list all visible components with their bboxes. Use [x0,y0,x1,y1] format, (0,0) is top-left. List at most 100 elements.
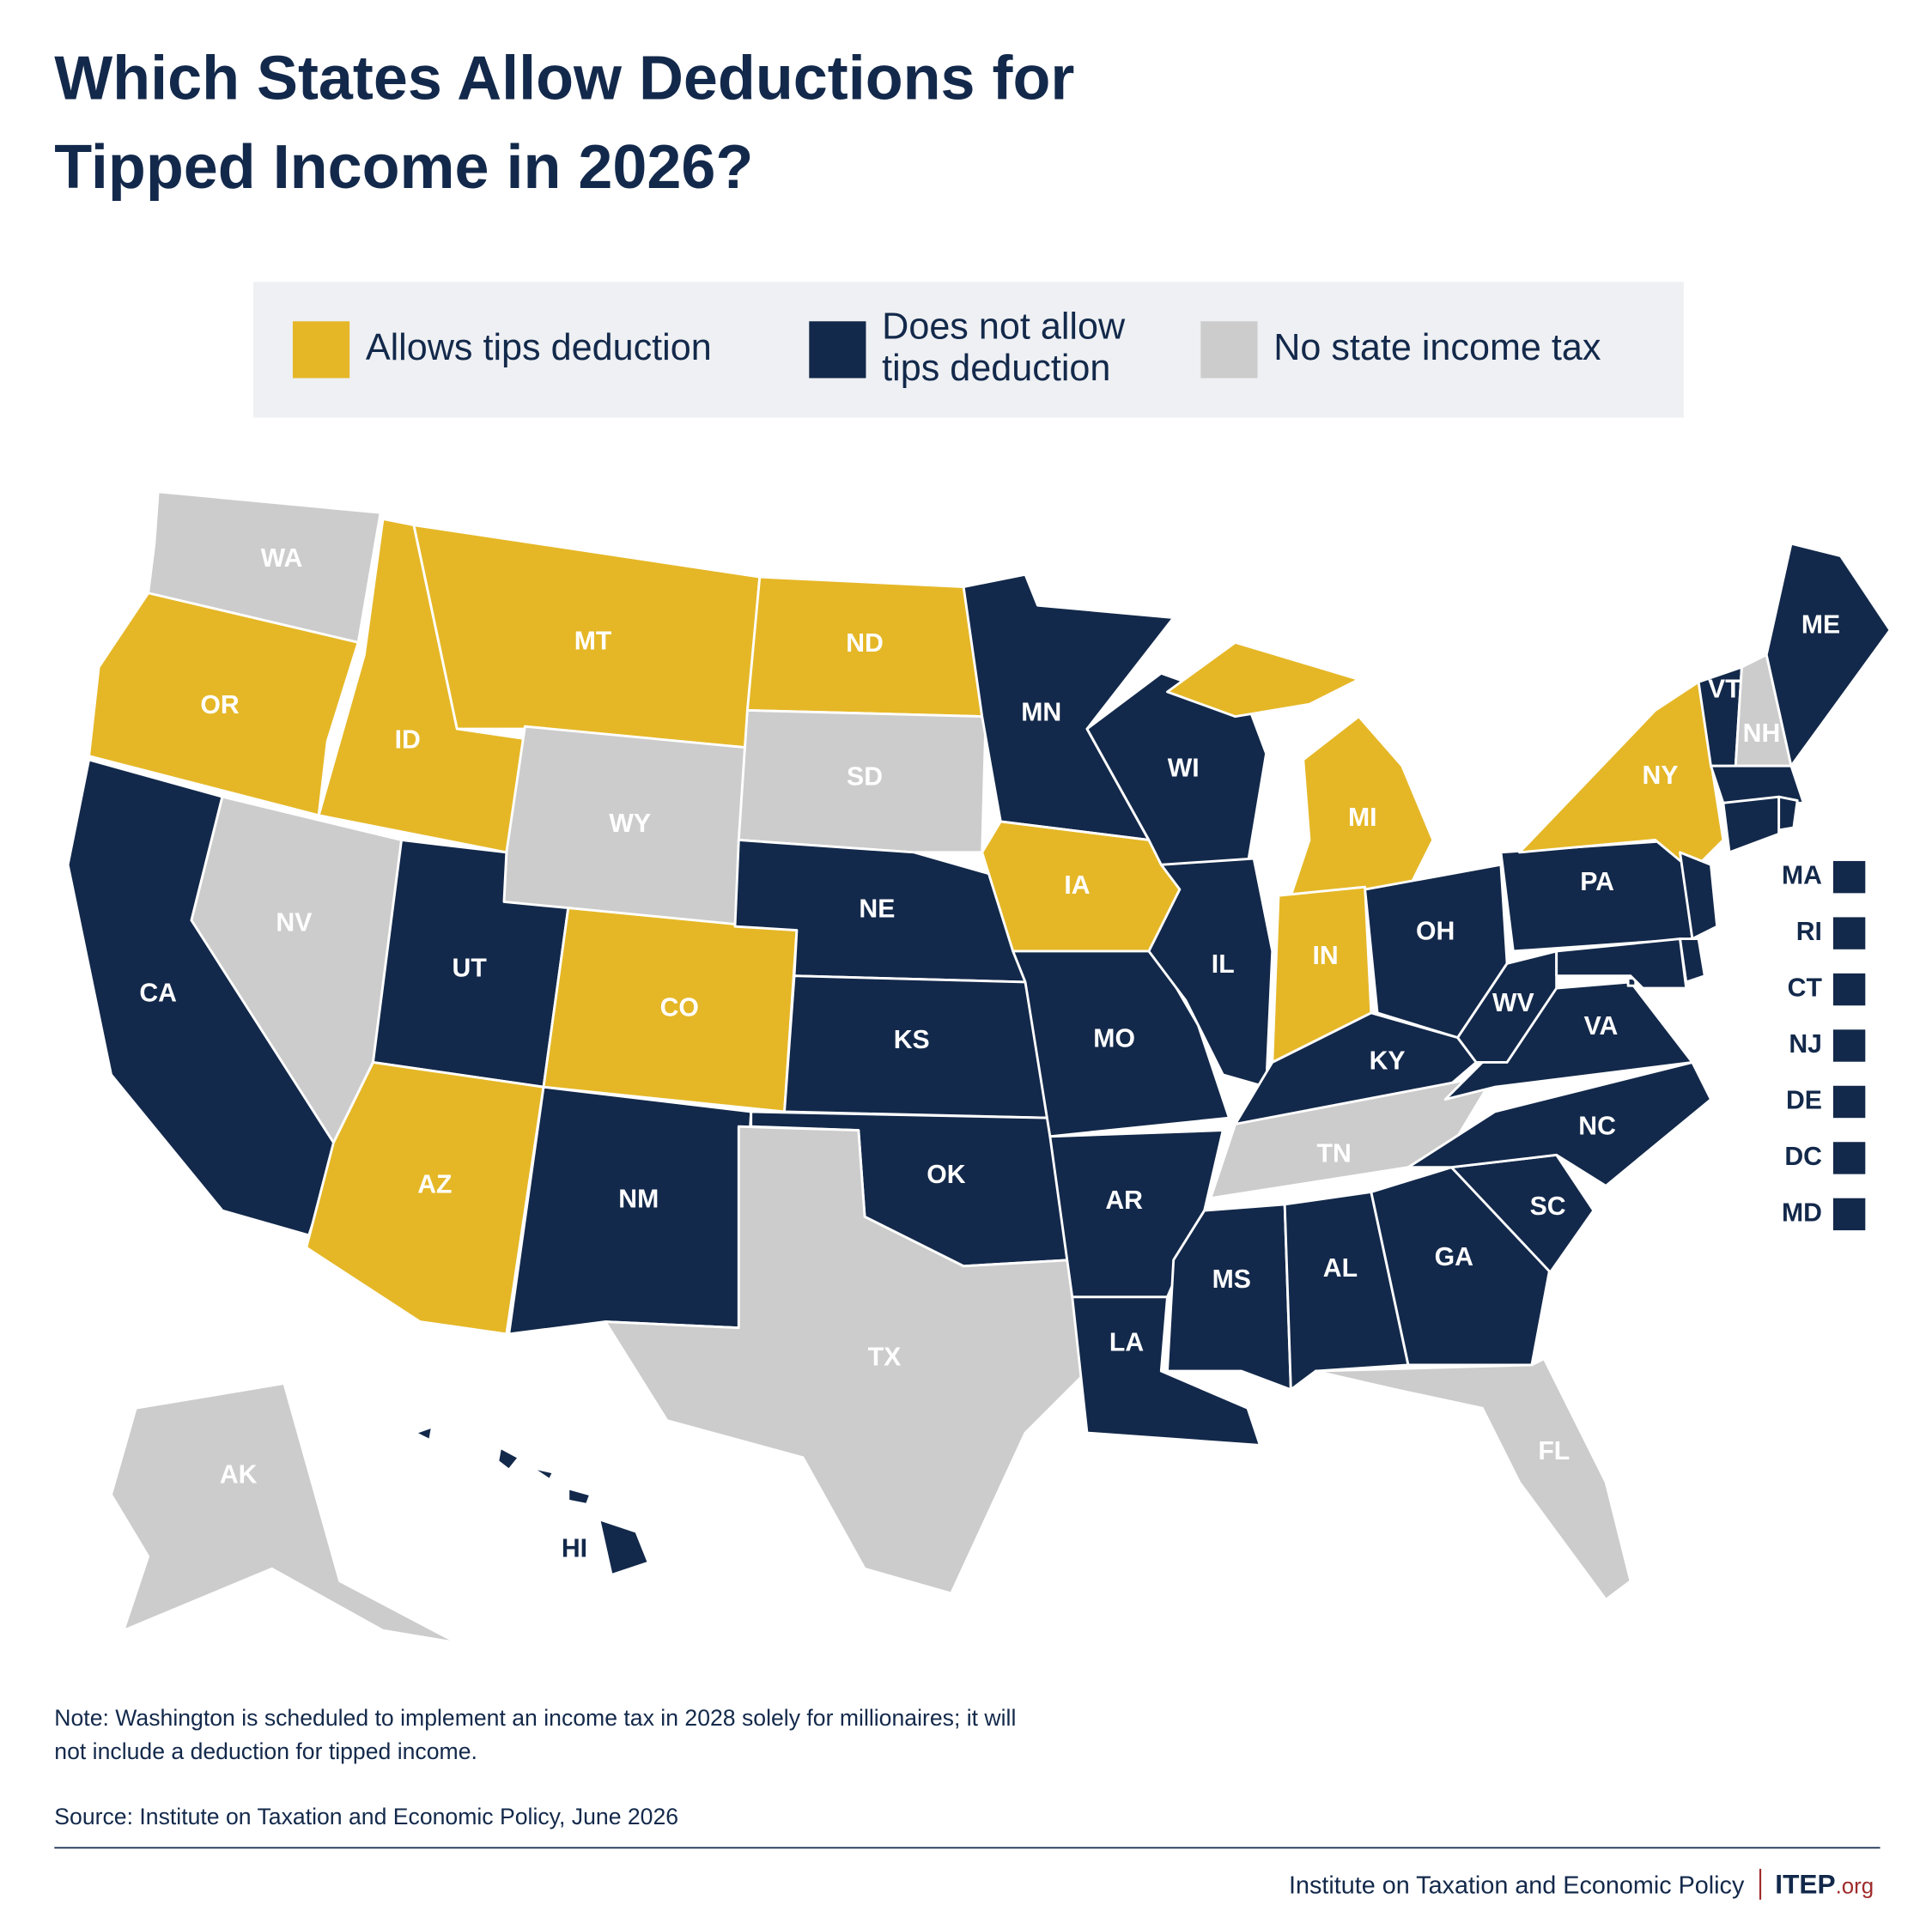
state-label: KY [1370,1046,1406,1075]
state-label: IL [1212,950,1235,979]
state-label: AK [220,1460,258,1489]
state-shape [1314,1357,1632,1601]
brand: ITEP [1775,1869,1835,1900]
state-label: GA [1435,1243,1473,1271]
callout-swatch [1832,1085,1866,1119]
state-shape [1518,680,1725,872]
state-label: WA [261,544,303,573]
state-label: NY [1643,761,1679,790]
state-label: AL [1323,1254,1358,1283]
state-label: NV [276,908,312,937]
state-label: OK [927,1161,965,1189]
state-shape [496,1446,520,1471]
legend-label: tips deduction [882,348,1110,389]
state-label: PA [1580,868,1614,896]
state-shape [110,1382,459,1645]
state-label: TN [1317,1139,1352,1168]
state-shape [604,1125,1089,1595]
state-label: AR [1105,1186,1143,1215]
footer-brand: ITEP.org [1775,1869,1874,1900]
state-label: MI [1348,804,1377,832]
legend-swatch [809,321,866,379]
callout-label: DE [1786,1086,1822,1114]
state-label: OH [1416,917,1455,945]
legend-box [252,282,1684,418]
state-shape [737,708,987,854]
state-label: WV [1492,989,1534,1017]
state-shape [1283,1191,1410,1392]
state-map [66,490,1892,1645]
callout-label: RI [1796,918,1822,946]
title-line: Tipped Income in 2026? [54,133,753,202]
state-label: NC [1578,1113,1616,1141]
state-shape [567,1487,592,1506]
state-shape [1147,857,1274,1089]
state-label: IA [1064,871,1090,900]
callout-swatch [1832,1198,1866,1231]
state-shape [1777,795,1799,832]
legend-label: Does not allow [882,306,1126,347]
state-labels: WA OR CA NV ID MT WY UT AZ CO NM ND SD NE KS OK TX MN IA MO… [139,544,1866,1563]
state-label: WY [609,810,651,838]
state-label: NE [859,895,895,923]
state-label: NM [618,1186,659,1214]
state-label: AZ [417,1170,452,1198]
state-shape [413,1425,434,1442]
state-label: MN [1021,699,1061,727]
legend-swatch [1200,321,1258,379]
state-label: VA [1584,1012,1619,1040]
state-label: NH [1743,719,1781,748]
source: Source: Institute on Taxation and Econom… [54,1804,678,1829]
state-label: CA [139,979,177,1007]
state-label: UT [453,955,488,983]
state-shape [1679,851,1719,941]
state-shape [1289,715,1435,897]
state-label: CO [660,994,699,1022]
state-shape [1555,937,1688,990]
state-shape [1710,764,1805,804]
callout-swatch [1832,917,1866,949]
title-line: Which States Allow Deductions for [54,44,1074,112]
state-label: OR [200,691,239,719]
state-shape [1071,1295,1261,1447]
callout-label: NJ [1789,1030,1822,1059]
state-shape [1765,542,1892,767]
note-line: Note: Washington is scheduled to impleme… [54,1705,1016,1731]
state-label: FL [1538,1437,1570,1465]
callout-label: CT [1788,974,1823,1003]
state-label: KS [894,1026,930,1054]
state-label: SC [1530,1192,1566,1221]
state-shape [1406,1061,1712,1187]
state-label: ID [395,725,421,754]
state-shape [1722,795,1781,854]
state-label: WI [1168,754,1200,782]
footer-organization: Institute on Taxation and Economic Polic… [1289,1872,1745,1900]
callout-label: MD [1782,1198,1822,1227]
callout-swatch [1832,1029,1866,1062]
legend-swatch [292,321,350,379]
legend-label: Allows tips deduction [366,327,712,368]
state-label: HI [562,1535,587,1563]
state-label: MO [1093,1025,1135,1053]
callout-swatch [1832,860,1866,894]
state-label: VT [1708,675,1741,703]
state-label: TX [868,1344,902,1372]
state-label: ND [846,629,884,658]
state-shape [1166,640,1360,719]
state-shape [1456,949,1558,1064]
callout-label: DC [1784,1143,1822,1171]
state-label: MS [1212,1265,1251,1294]
state-shape [1370,1166,1552,1367]
state-label: MT [574,627,612,655]
legend-label: No state income tax [1273,327,1601,368]
note-line: not include a deduction for tipped incom… [54,1738,477,1764]
state-label: LA [1109,1328,1144,1356]
state-label: SD [847,763,883,792]
domain: .org [1836,1875,1874,1899]
state-label: ME [1801,611,1840,640]
state-shape [1085,671,1268,866]
state-shape [530,1465,555,1482]
state-label: IN [1313,942,1339,970]
